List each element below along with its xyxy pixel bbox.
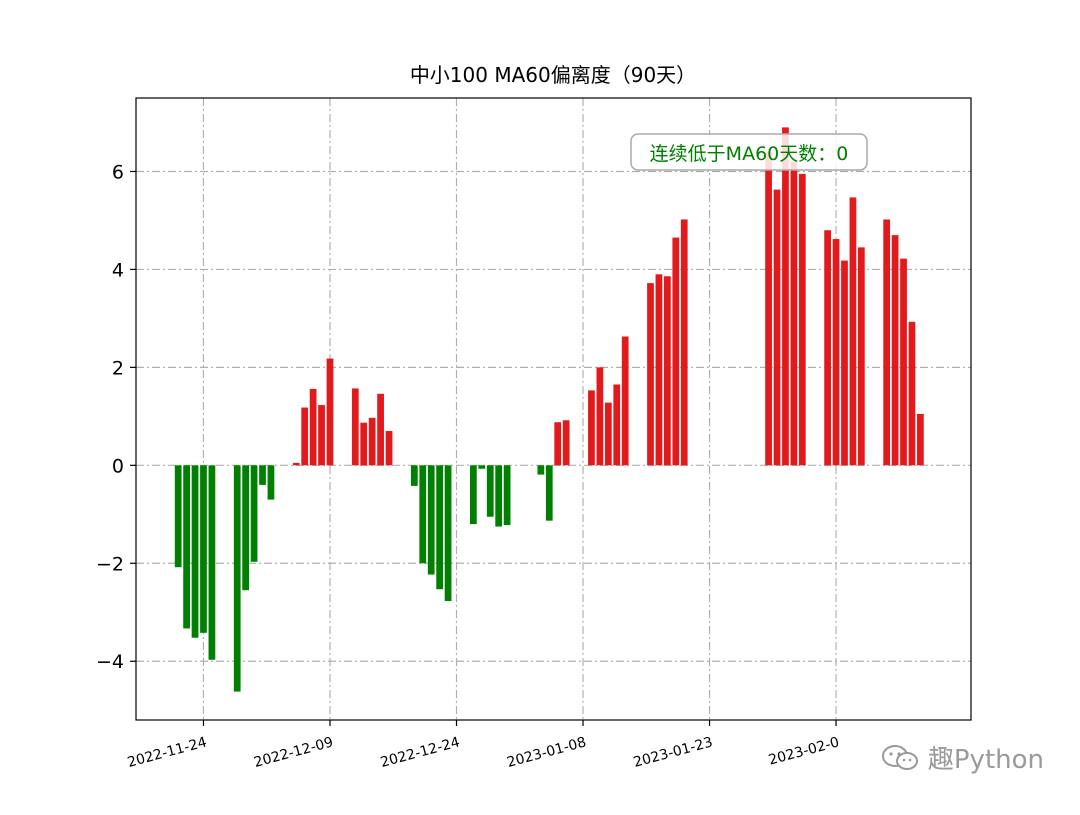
bar — [604, 402, 612, 466]
y-tick-label: 0 — [112, 455, 124, 477]
bar — [259, 465, 266, 485]
bar — [824, 230, 831, 466]
bar — [545, 465, 553, 521]
bar — [900, 258, 907, 466]
bar — [191, 465, 199, 638]
watermark-text: 趣Python — [927, 745, 1044, 775]
bar — [562, 420, 570, 466]
bar — [486, 465, 494, 517]
bar — [857, 247, 865, 466]
grid-layer — [136, 98, 971, 720]
bar — [554, 422, 562, 466]
bar — [368, 417, 376, 466]
bar — [410, 465, 418, 486]
bar — [917, 413, 924, 466]
y-tick-label: 2 — [112, 357, 124, 379]
bar — [891, 235, 899, 466]
bar — [351, 388, 359, 466]
bar — [427, 465, 435, 575]
bar — [503, 465, 511, 526]
bar — [478, 465, 486, 469]
bar — [419, 465, 427, 564]
bar — [849, 197, 857, 466]
chart-title: 中小100 MA60偏离度（90天） — [410, 63, 696, 87]
bar — [444, 465, 452, 601]
bar — [292, 462, 300, 466]
watermark: 趣Python — [880, 739, 1044, 776]
bar — [318, 405, 325, 466]
bar — [588, 390, 595, 466]
bar — [301, 407, 309, 466]
bar — [537, 465, 545, 475]
bar — [841, 260, 848, 466]
bar — [360, 422, 368, 466]
bar — [385, 431, 393, 466]
bar — [647, 283, 654, 466]
bar — [208, 465, 216, 660]
bar — [613, 384, 621, 466]
bar — [663, 276, 671, 466]
bar — [773, 189, 781, 466]
bar — [470, 465, 477, 525]
bar — [790, 161, 798, 466]
bar — [908, 321, 916, 466]
bar — [672, 237, 680, 466]
annotation-box: 连续低于MA60天数：0 — [630, 133, 868, 171]
y-tick-label: 6 — [112, 161, 124, 183]
bar — [596, 367, 604, 466]
annotation-text: 连续低于MA60天数：0 — [650, 143, 849, 165]
bar — [326, 358, 334, 466]
bar — [377, 393, 384, 466]
bar — [250, 465, 258, 562]
bar — [233, 465, 241, 692]
wechat-icon — [881, 744, 918, 770]
bar — [436, 465, 444, 590]
bar — [621, 336, 629, 466]
plot-frame — [135, 97, 972, 721]
bar — [883, 219, 891, 466]
bar — [174, 465, 182, 568]
bar — [309, 388, 317, 466]
y-tick-label: −2 — [96, 553, 124, 575]
bar — [655, 274, 663, 466]
y-tick-label: 4 — [112, 259, 124, 281]
bar — [798, 173, 806, 466]
bar — [495, 465, 503, 527]
bar-layer — [174, 127, 924, 692]
y-tick-label: −4 — [96, 651, 124, 673]
annotation-frame — [630, 133, 868, 171]
bar — [200, 465, 207, 633]
bar — [765, 151, 772, 466]
bar — [183, 465, 190, 629]
bar — [267, 465, 275, 500]
bar — [242, 465, 250, 591]
bar — [680, 219, 688, 466]
bar — [832, 239, 840, 466]
bar — [782, 127, 789, 466]
